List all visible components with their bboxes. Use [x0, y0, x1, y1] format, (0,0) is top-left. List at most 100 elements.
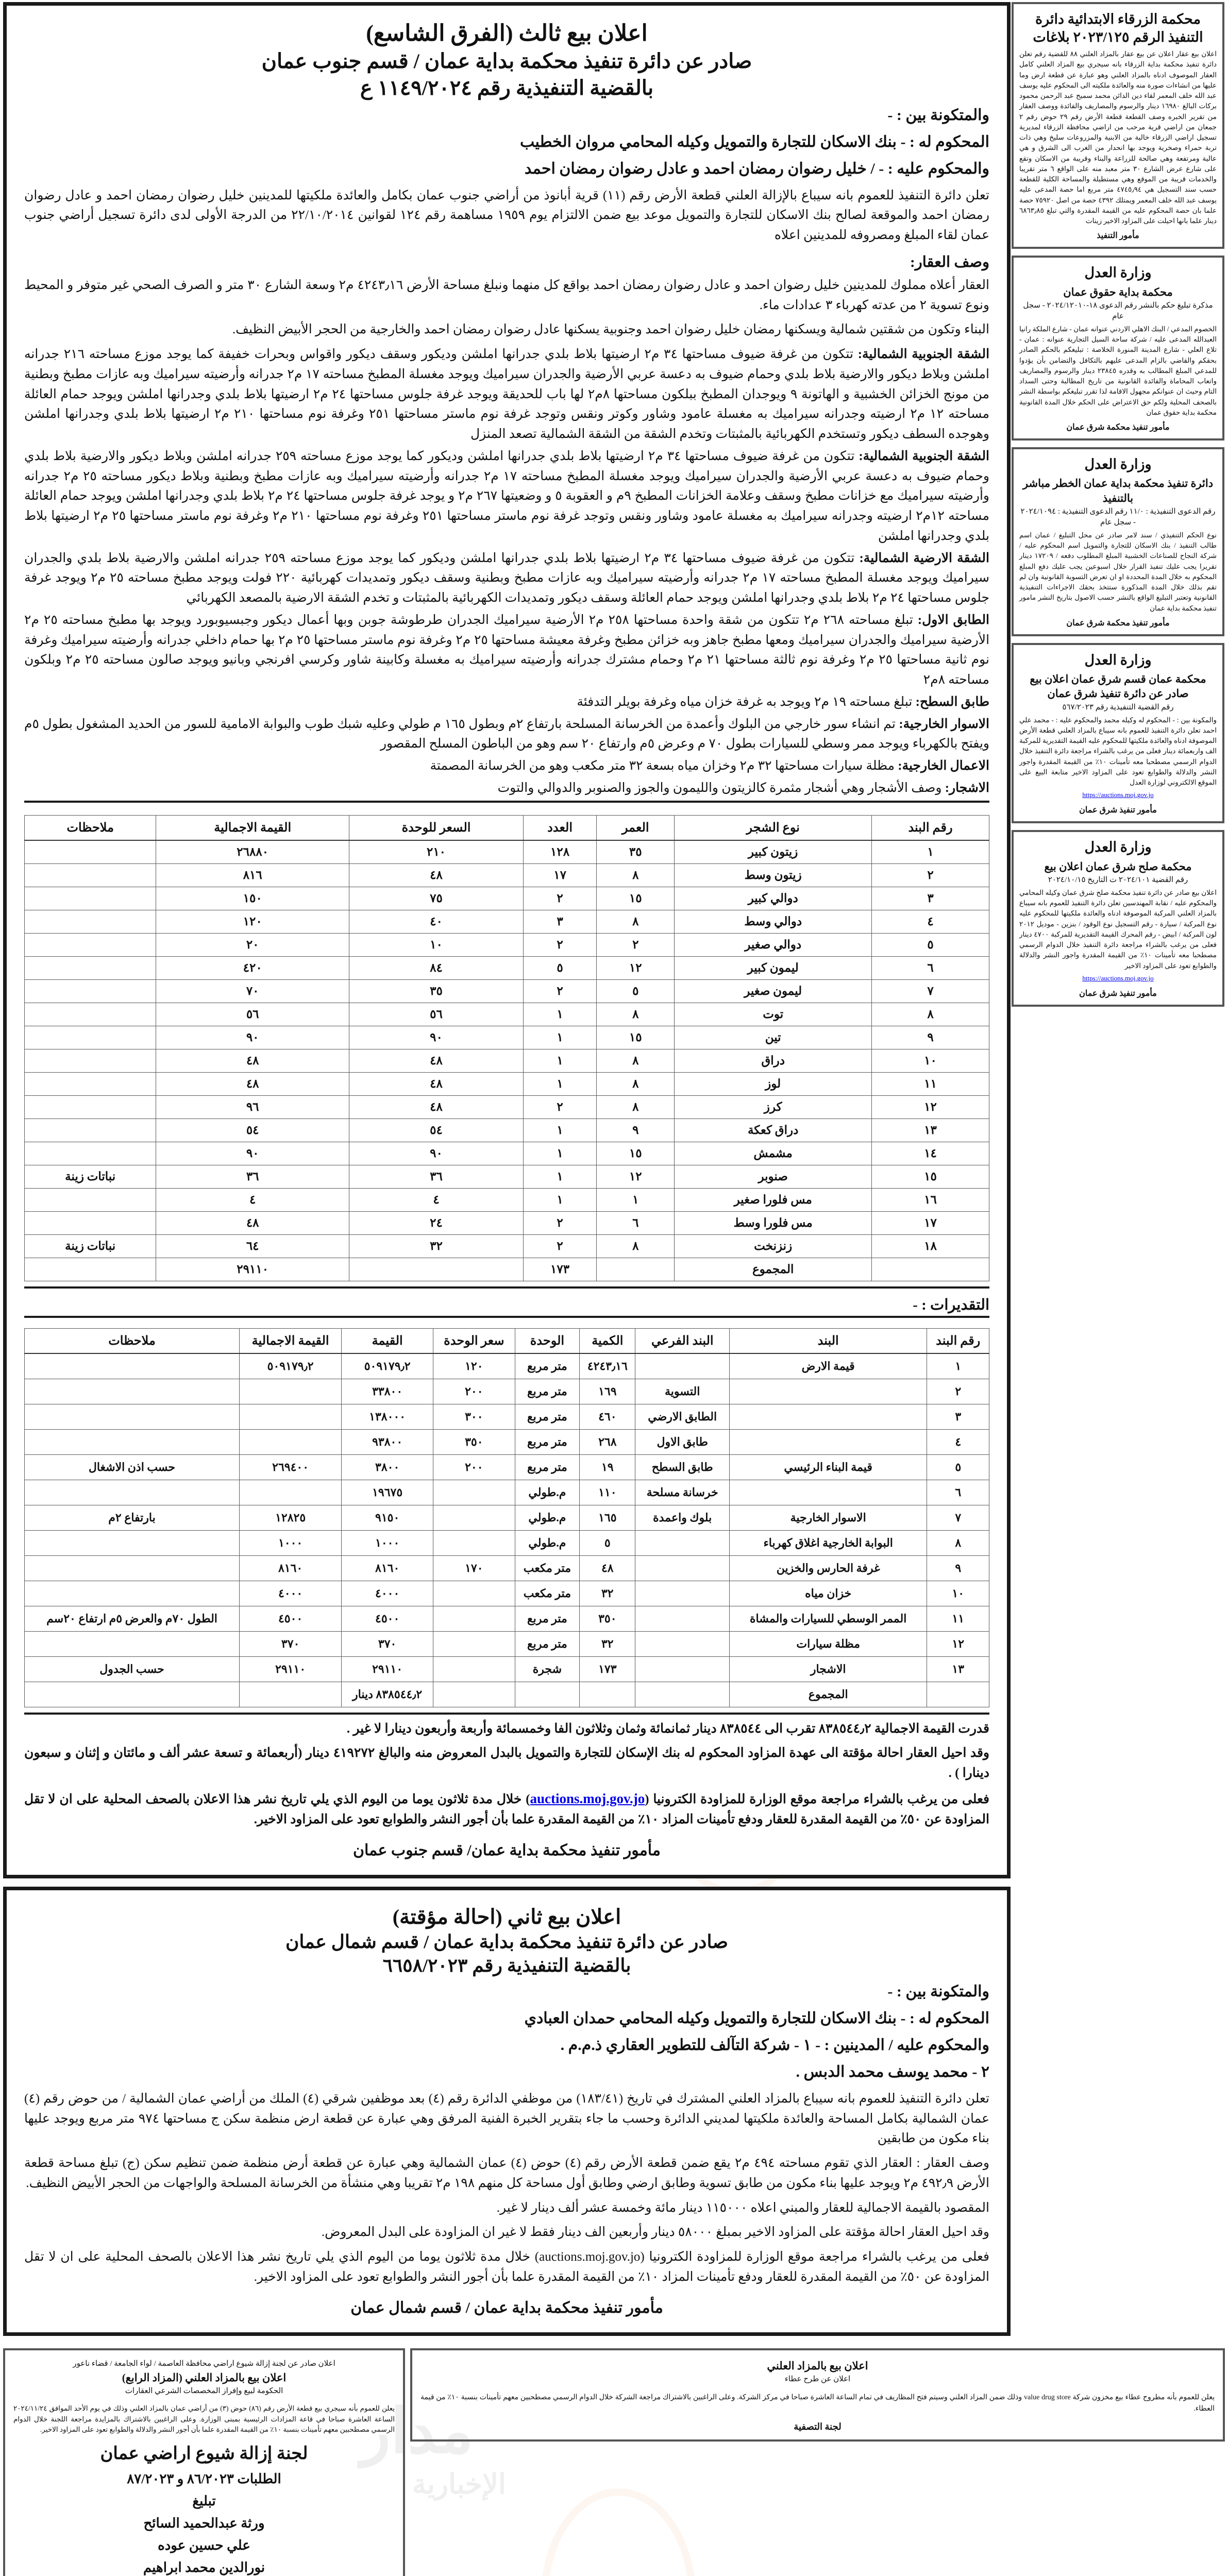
table-cell: ١	[523, 1118, 597, 1142]
table-cell: ٢	[523, 1211, 597, 1235]
column-header: رقم البند	[927, 1328, 989, 1354]
description-paragraph-1: العقار أعلاه مملوك للمدينين خليل رضوان ا…	[24, 278, 989, 312]
table-cell: ٨	[596, 863, 675, 887]
table-cell: طابق الاول	[635, 1429, 730, 1455]
table-cell: ١	[523, 1188, 597, 1212]
table-cell: ١٢٠	[433, 1353, 515, 1379]
table-cell: طابق السطح	[635, 1454, 730, 1480]
table-cell: الطابق الارضي	[635, 1403, 730, 1430]
committee-heir-2: علي حسين عوده	[158, 2537, 250, 2553]
table-cell: ٥	[927, 1454, 989, 1480]
trees-table-row: ٦ ليمون كبير ١٢ ٥ ٨٤ ٤٢٠	[24, 956, 989, 980]
table-cell	[239, 1403, 342, 1430]
table-cell: متر مربع	[514, 1631, 580, 1657]
sidebar-box-meta: رقم القضية ٢٠٢٤/١٠١ ت التاريخ ٢٠٢٤/١٠/١٥	[1048, 875, 1188, 884]
table-cell: ٤	[349, 1188, 524, 1212]
debtor-line: والمحكوم عليه : - / خليل رضوان رمضان احم…	[524, 160, 989, 177]
description-item-label: الطابق الاول:	[917, 613, 990, 627]
sidebar-item-east-amman-sale[interactable]: وزارة العدل محكمة عمان قسم شرق عمان اعلا…	[1012, 642, 1224, 824]
committee-notice[interactable]: اعلان صادر عن لجنة إزالة شيوع اراضي محاف…	[3, 2348, 405, 2576]
table-cell	[24, 1118, 157, 1142]
committee-column: اعلان صادر عن لجنة إزالة شيوع اراضي محاف…	[3, 2348, 405, 2576]
table-cell: ١	[523, 1072, 597, 1096]
description-item-text: تتكون من غرفة ضيوف مساحتها ٣٤ م٢ ارضيتها…	[24, 347, 990, 442]
column-header: الكمية	[579, 1328, 636, 1354]
second-creditor-line: المحكوم له : - بنك الاسكان للتجارة والتم…	[524, 2009, 989, 2027]
table-cell: ٢٤	[349, 1211, 524, 1235]
second-notice-signature: مأمور تنفيذ محكمة بداية عمان / قسم شمال …	[350, 2299, 663, 2316]
table-cell: ١٣	[927, 1656, 989, 1682]
sidebar-auction-url-link[interactable]: https://auctions.moj.gov.jo	[1082, 791, 1154, 799]
sidebar-box-title: وزارة العدل	[1084, 652, 1152, 668]
estimates-label: التقديرات : -	[913, 1296, 989, 1313]
column-header: القيمة الاجمالية	[156, 815, 350, 841]
table-cell: ٢٠	[156, 933, 350, 957]
table-cell: ١١	[927, 1605, 989, 1632]
table-cell	[514, 1681, 580, 1707]
table-cell: ٢	[523, 933, 597, 957]
description-item-text: وصف الأشجار وهي أشجار مثمرة كالزيتون وال…	[497, 781, 942, 795]
sidebar-box-body: الخصوم المدعي / البنك الاهلي الاردني عنو…	[1019, 325, 1217, 416]
sidebar-item-east-amman-vehicle-sale[interactable]: وزارة العدل محكمة صلح شرق عمان اعلان بيع…	[1012, 830, 1224, 1007]
table-cell: ٥	[871, 933, 989, 957]
second-auction-notice: اعلان بيع ثاني (احالة مؤقتة) صادر عن دائ…	[3, 1886, 1011, 2336]
description-item: الشقة الجنوبية الشمالية: تتكون من غرفة ض…	[24, 447, 989, 547]
description-item-label: الشقة الجنوبية الشمالية:	[859, 449, 990, 463]
table-cell: الاسوار الخارجية	[729, 1504, 928, 1531]
second-parties-label: والمتكونة بين : -	[887, 1982, 989, 2000]
description-item: طابق السطح: تبلغ مساحته ١٩ م٢ ويوجد به غ…	[24, 692, 989, 713]
sidebar-item-zarqa-court[interactable]: محكمة الزرقاء الابتدائية دائرة التنفيذ ا…	[1012, 2, 1224, 249]
description-item-text: تتكون من غرفة ضيوف مساحتها ٣٤ م٢ ارضيتها…	[24, 449, 990, 543]
table-cell: ١٩٦٧٥	[341, 1479, 434, 1505]
sidebar-item-moj-execution-notice[interactable]: وزارة العدل دائرة تنفيذ محكمة بداية عمان…	[1012, 447, 1224, 636]
table-cell: ٣٧٠	[341, 1631, 434, 1657]
table-cell: ٨	[596, 1095, 675, 1119]
table-cell: ١٣	[871, 1118, 989, 1142]
table-cell: م.طولي	[514, 1479, 580, 1505]
table-cell: ٥٠٩١٧٩٫٢	[239, 1353, 342, 1379]
table-cell: نباتات زينة	[24, 1164, 157, 1189]
column-header: القيمة	[341, 1328, 434, 1354]
table-cell: الاشجار	[729, 1656, 928, 1682]
table-cell: ٤٠٠٠	[341, 1580, 434, 1606]
table-cell	[24, 1002, 157, 1026]
sidebar-item-moj-rights-court[interactable]: وزارة العدل محكمة بداية حقوق عمان مذكرة …	[1012, 256, 1224, 441]
table-cell: ١	[871, 840, 989, 864]
second-body-2: وصف العقار : العقار الذي تقوم مساحته ٤٩٤…	[24, 2156, 989, 2190]
table-cell: ٨١٦	[156, 863, 350, 887]
table-cell: متر مربع	[514, 1403, 580, 1430]
table-cell: ١	[523, 1025, 597, 1049]
committee-top-title: اعلان صادر عن لجنة إزالة شيوع اراضي محاف…	[73, 2359, 335, 2368]
committee-notify-label: تبليغ	[192, 2493, 216, 2509]
assets-table-row: ١٢ مظلة سيارات ٣٢ متر مربع ٣٧٠ ٣٧٠	[24, 1631, 989, 1657]
column-header: سعر الوحدة	[433, 1328, 515, 1354]
auction-url-link[interactable]: auctions.moj.gov.jo	[530, 1790, 645, 1806]
bottom-left-notice[interactable]: اعلان بيع بالمزاد العلني اعلان عن طرح عط…	[410, 2348, 1225, 2442]
table-cell: ٣	[927, 1403, 989, 1430]
table-cell: الممر الوسطي للسيارات والمشاة	[729, 1605, 928, 1632]
table-cell	[927, 1681, 989, 1707]
table-cell: ٣٥٠	[433, 1429, 515, 1455]
table-cell: دوالي كبير	[674, 886, 872, 910]
column-header: البند الفرعي	[635, 1328, 730, 1354]
table-cell	[24, 956, 157, 980]
sidebar-auction-url-link[interactable]: https://auctions.moj.gov.jo	[1082, 974, 1154, 982]
table-cell: ١٣٨٠٠٠	[341, 1403, 434, 1430]
table-cell: دراق	[674, 1048, 872, 1073]
table-cell: مظلة سيارات	[729, 1631, 928, 1657]
table-cell: ٨١٦٠	[239, 1555, 342, 1581]
table-cell	[635, 1605, 730, 1632]
table-cell	[433, 1504, 515, 1531]
table-cell	[24, 1378, 240, 1404]
table-cell: تين	[674, 1025, 872, 1049]
table-cell	[24, 1025, 157, 1049]
table-cell: ١٥	[596, 1025, 675, 1049]
table-cell: ٨	[596, 909, 675, 934]
sidebar-box-signature: مأمور تنفيذ شرق عمان	[1079, 989, 1157, 998]
table-cell: ٨٤	[349, 956, 524, 980]
description-item: الاعمال الخارجية: مظلة سيارات مساحتها ٣٢…	[24, 756, 990, 776]
trees-table-row: ١٤ مشمش ١٥ ١ ٩٠ ٩٠	[24, 1141, 989, 1165]
table-cell: ٦	[927, 1479, 989, 1505]
second-body-5: فعلى من يرغب بالشراء مراجعة موقع الوزارة…	[24, 2250, 989, 2284]
table-cell	[24, 1211, 157, 1235]
